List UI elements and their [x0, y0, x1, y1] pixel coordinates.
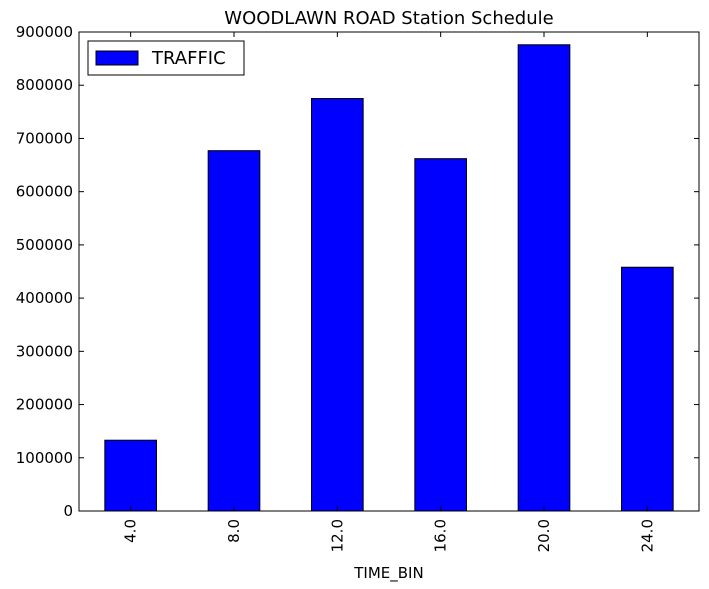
y-tick-label: 500000	[16, 236, 73, 254]
bar-4.0	[104, 439, 158, 512]
chart-title: WOODLAWN ROAD Station Schedule	[224, 8, 553, 29]
y-axis: 0 100000 200000 300000 400000 500000 600000 700…	[16, 23, 699, 520]
y-tick-label: 400000	[16, 289, 73, 307]
bar-12.0	[311, 98, 364, 512]
y-tick-label: 200000	[16, 396, 73, 414]
bar-24.0	[621, 266, 674, 512]
x-tick-label: 20.0	[535, 519, 553, 552]
bar-8.0	[207, 150, 261, 512]
x-tick-label: 8.0	[225, 519, 243, 543]
y-tick-label: 900000	[16, 23, 73, 41]
legend-label: TRAFFIC	[151, 48, 226, 69]
x-tick-label: 12.0	[328, 519, 346, 552]
legend: TRAFFIC	[87, 40, 245, 76]
x-tick-label: 4.0	[122, 519, 140, 543]
y-tick-label: 800000	[16, 76, 73, 94]
x-axis: 4.0 8.0 12.0 16.0 20.0 24.0	[122, 32, 656, 552]
plot-frame	[78, 31, 700, 512]
bar-16.0	[414, 158, 468, 512]
legend-swatch	[95, 50, 139, 66]
x-tick-label: 24.0	[638, 519, 656, 552]
y-tick-label: 600000	[16, 183, 73, 201]
x-axis-label: TIME_BIN	[353, 564, 423, 583]
y-tick-label: 700000	[16, 129, 73, 147]
x-tick-label: 16.0	[432, 519, 450, 552]
y-tick-label: 300000	[16, 342, 73, 360]
y-tick-label: 100000	[16, 449, 73, 467]
bars-group	[104, 44, 674, 512]
bar-20.0	[517, 44, 571, 512]
y-tick-label: 0	[63, 502, 73, 520]
